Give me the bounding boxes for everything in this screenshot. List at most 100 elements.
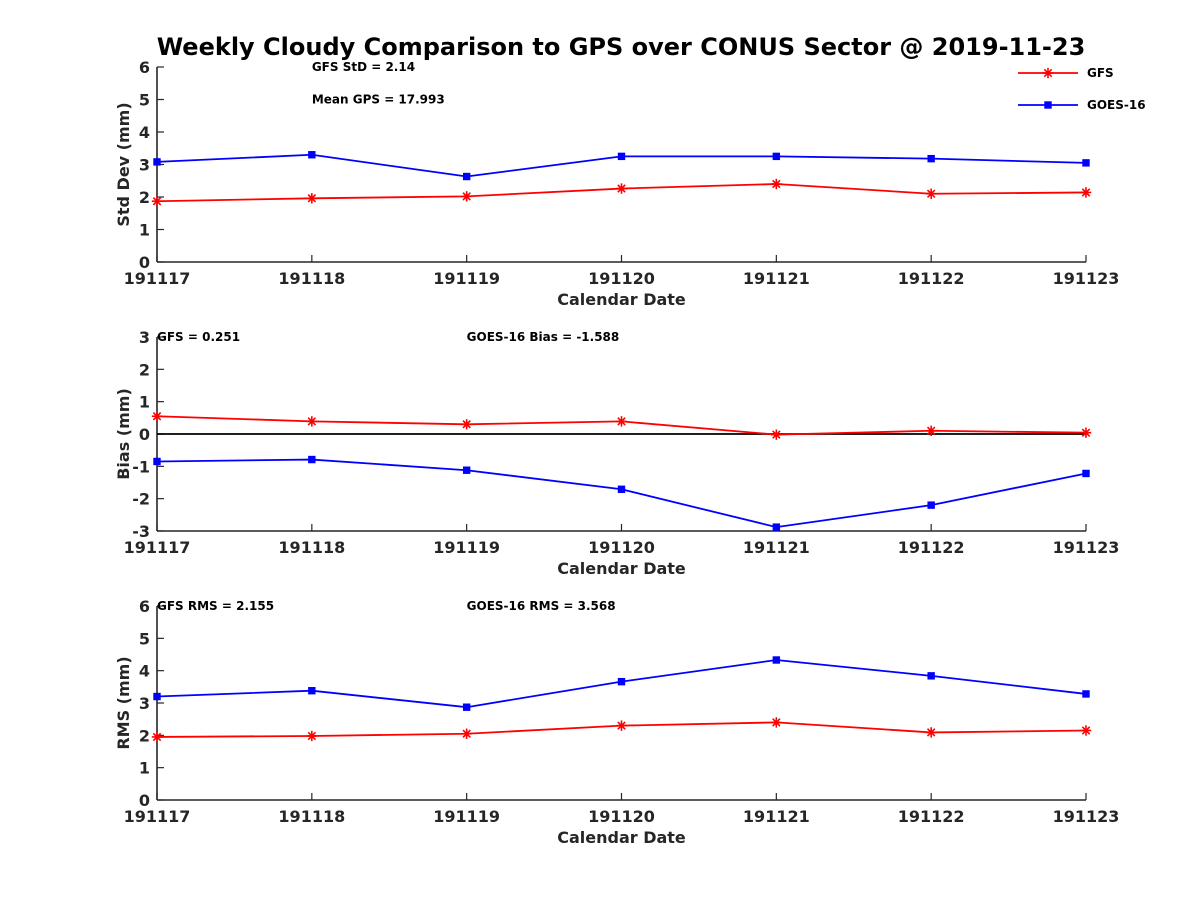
annotation: GFS StD = 2.14: [312, 60, 415, 74]
series-gfs: [151, 178, 1092, 207]
y-tick-label: 2: [139, 360, 150, 379]
legend-entry: GOES-16: [1018, 98, 1146, 112]
data-point: [925, 188, 937, 199]
x-axis-label: Calendar Date: [557, 290, 686, 309]
annotation: GFS RMS = 2.155: [157, 599, 274, 613]
data-point: [927, 501, 935, 509]
x-tick-label: 191121: [743, 538, 810, 557]
x-tick-label: 191118: [278, 538, 345, 557]
y-tick-label: 1: [139, 221, 150, 240]
x-tick-label: 191121: [743, 807, 810, 826]
x-tick-label: 191117: [124, 538, 191, 557]
series-line: [156, 458, 1087, 529]
legend: GFS GOES-16: [1018, 66, 1146, 112]
data-point: [1080, 187, 1092, 198]
data-point: [617, 152, 626, 161]
data-point: [616, 720, 627, 731]
x-axis-label: Calendar Date: [557, 559, 686, 578]
y-tick-label: -1: [132, 457, 150, 476]
panel-1: 0 1 2 3 4 5 6 191117 191118 191119 191120 191121 191…: [114, 58, 1119, 309]
y-axis-label: RMS (mm): [114, 656, 133, 749]
y-axis-label: Std Dev (mm): [114, 102, 133, 226]
y-tick-label: 6: [139, 597, 150, 616]
data-point: [771, 717, 782, 728]
x-tick-label: 191118: [278, 807, 345, 826]
data-point: [616, 416, 627, 427]
data-point: [461, 419, 472, 430]
figure-title: Weekly Cloudy Comparison to GPS over CON…: [157, 33, 1086, 61]
data-point: [617, 677, 626, 686]
x-tick-label: 191119: [433, 807, 500, 826]
x-tick-label: 191119: [433, 538, 500, 557]
x-tick-label: 191117: [124, 807, 191, 826]
data-point: [151, 731, 163, 743]
x-tick-label: 191123: [1053, 807, 1120, 826]
data-point: [306, 416, 318, 427]
series-goes-16: [153, 151, 1090, 181]
x-axis-label: Calendar Date: [557, 828, 686, 847]
y-axis-label: Bias (mm): [114, 388, 133, 480]
data-point: [151, 411, 163, 422]
y-tick-label: 1: [139, 759, 150, 778]
x-tick-label: 191123: [1053, 538, 1120, 557]
y-tick-label: -2: [132, 490, 150, 509]
x-tick-label: 191118: [278, 269, 345, 288]
y-tick-label: 0: [139, 425, 150, 444]
data-point: [1080, 725, 1092, 736]
data-point: [925, 727, 937, 738]
data-point: [1082, 159, 1090, 167]
data-point: [461, 191, 472, 202]
y-tick-label: 5: [139, 629, 150, 648]
x-tick-label: 191121: [743, 269, 810, 288]
data-point: [462, 703, 471, 711]
y-tick-label: 1: [139, 393, 150, 412]
annotation: Mean GPS = 17.993: [312, 93, 445, 107]
y-tick-label: 2: [139, 188, 150, 207]
x-tick-label: 191120: [588, 807, 655, 826]
panels: 0 1 2 3 4 5 6 191117 191118 191119 191120 191121 191…: [114, 58, 1119, 847]
y-tick-label: 6: [139, 58, 150, 77]
x-tick-label: 191122: [898, 269, 965, 288]
x-tick-label: 191122: [898, 538, 965, 557]
data-point: [153, 692, 161, 701]
legend-entry: GFS: [1018, 66, 1114, 80]
legend-label: GOES-16: [1087, 98, 1146, 112]
data-point: [306, 730, 318, 742]
x-tick-label: 191120: [588, 538, 655, 557]
series-gfs: [151, 411, 1092, 440]
data-point: [1082, 469, 1090, 478]
data-point: [927, 154, 935, 163]
data-point: [1082, 690, 1090, 698]
series-gfs: [151, 717, 1092, 743]
y-tick-label: 4: [139, 662, 150, 681]
legend-label: GFS: [1087, 66, 1114, 80]
data-point: [306, 193, 318, 204]
data-point: [927, 672, 935, 680]
y-tick-label: 0: [139, 253, 150, 272]
data-point: [308, 687, 316, 695]
data-point: [1042, 67, 1054, 79]
data-point: [461, 728, 472, 739]
x-tick-label: 191122: [898, 807, 965, 826]
x-tick-label: 191119: [433, 269, 500, 288]
y-tick-label: 3: [139, 328, 150, 347]
y-tick-label: 3: [139, 694, 150, 713]
data-point: [925, 425, 937, 436]
y-tick-label: 3: [139, 156, 150, 175]
data-point: [462, 466, 471, 474]
data-point: [1044, 101, 1052, 109]
data-point: [153, 457, 161, 466]
annotation: GOES-16 RMS = 3.568: [467, 599, 616, 613]
annotation: GFS = 0.251: [157, 330, 240, 344]
x-tick-label: 191120: [588, 269, 655, 288]
y-tick-label: 4: [139, 123, 150, 142]
data-point: [151, 196, 163, 207]
y-tick-label: 5: [139, 91, 150, 110]
y-tick-label: -3: [132, 522, 150, 541]
data-point: [153, 158, 161, 166]
x-tick-label: 191123: [1053, 269, 1120, 288]
x-tick-label: 191117: [124, 269, 191, 288]
data-point: [462, 172, 471, 181]
data-point: [771, 429, 782, 440]
